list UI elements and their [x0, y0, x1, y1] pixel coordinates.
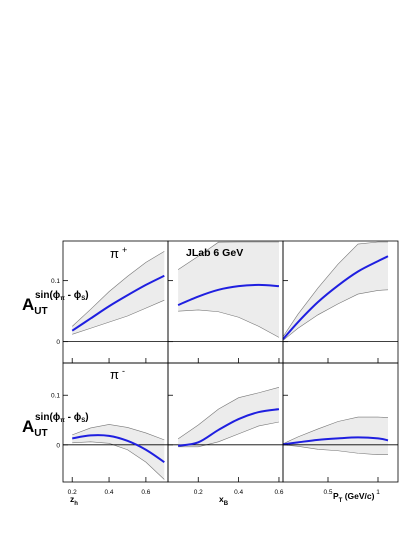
sup-part: - ϕ: [65, 412, 82, 423]
band-upper-edge: [282, 416, 389, 445]
band-upper-edge: [72, 424, 165, 441]
y-tick-label: 0: [56, 339, 60, 346]
band-upper-edge: [72, 251, 165, 327]
x-axis-label-sub: h: [74, 501, 78, 507]
row-label-sup: +: [122, 245, 127, 255]
x-axis-label-1: zh: [70, 494, 78, 507]
sup-part: ): [85, 412, 88, 423]
uncertainty-band: [178, 242, 279, 338]
x-tick-label: 0.6: [274, 489, 283, 496]
x-tick-label: 0.4: [234, 489, 243, 496]
annotation-label: JLab 6 GeV: [186, 247, 243, 259]
uncertainty-band: [72, 251, 165, 335]
band-lower-edge: [178, 421, 280, 448]
x-axis-label-sub: B: [224, 501, 229, 507]
panel-π--2: 0.2 0.4 0.6: [167, 362, 284, 496]
row-label-π-: π-: [110, 366, 125, 382]
band-upper-edge: [177, 241, 279, 270]
band-lower-edge: [72, 441, 165, 480]
y-tick-label: 0.1: [51, 393, 60, 400]
sup-part: ): [85, 290, 88, 301]
x-tick-label: 0.6: [141, 489, 150, 496]
uncertainty-band: [283, 417, 388, 455]
panel-π--1: 0.2 0.4 0.6 0 0.1: [51, 362, 169, 496]
row-label-sup: -: [122, 366, 125, 376]
model-curve: [282, 255, 389, 340]
x-tick-label: 0.2: [194, 489, 203, 496]
sup-pi: π: [60, 418, 65, 424]
y-axis-label-sup: sin(ϕπ - ϕS): [35, 412, 89, 424]
band-upper-edge: [177, 387, 280, 440]
band-lower-edge: [72, 299, 165, 335]
sup-s: S: [81, 418, 85, 424]
model-curve: [72, 434, 165, 463]
panel-π+-3: [282, 240, 399, 364]
panel-frame: [282, 362, 399, 483]
x-tick-label: 0.4: [105, 489, 114, 496]
row-label-π+: π +: [110, 245, 127, 261]
y-tick-label: 0: [56, 442, 60, 449]
model-curve: [177, 283, 280, 306]
band-lower-edge: [282, 444, 388, 456]
x-tick-label: 0.2: [68, 489, 77, 496]
band-lower-edge: [178, 309, 280, 338]
sup-pi: π: [60, 296, 65, 302]
uncertainty-band: [283, 242, 388, 341]
band-upper-edge: [282, 241, 388, 337]
x-axis-label-3: PT (GeV/c): [333, 491, 375, 504]
model-curve: [177, 408, 280, 447]
uncertainty-band: [178, 387, 279, 447]
y-axis-label-sub: UT: [34, 306, 47, 317]
uncertainty-band: [72, 424, 165, 480]
x-tick-label: 0.5: [323, 489, 332, 496]
sup-s: S: [81, 296, 85, 302]
sup-part: - ϕ: [65, 290, 82, 301]
x-axis-label-rest: (GeV/c): [342, 491, 374, 501]
panel-π--3: 0.5 1: [282, 362, 399, 496]
x-axis-label-sub: T: [339, 498, 343, 504]
x-tick-label: 1: [376, 489, 380, 496]
x-axis-label-2: xB: [219, 494, 229, 507]
sup-part: sin(ϕ: [35, 290, 61, 301]
band-lower-edge: [282, 289, 389, 341]
y-axis-label-sub: UT: [34, 428, 47, 439]
panel-π+-2: [167, 240, 284, 364]
model-curve: [71, 274, 165, 332]
sup-part: sin(ϕ: [35, 412, 61, 423]
y-axis-label-sup: sin(ϕπ - ϕS): [35, 290, 89, 302]
y-tick-label: 0.1: [51, 278, 60, 285]
model-curve: [282, 436, 389, 446]
